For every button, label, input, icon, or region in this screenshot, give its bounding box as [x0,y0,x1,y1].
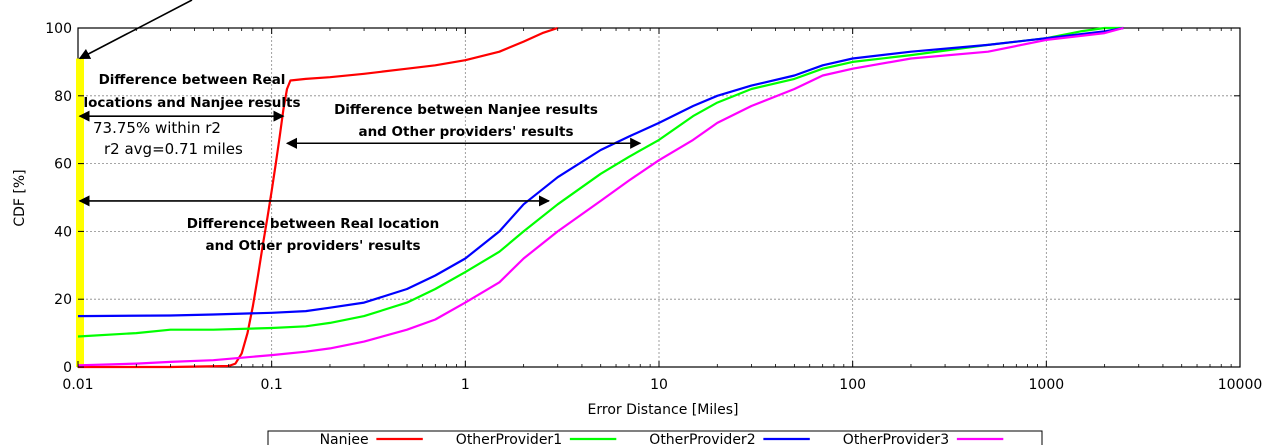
x-tick-label: 1000 [1029,377,1065,393]
x-tick-label: 10000 [1218,377,1263,393]
x-axis-title: Error Distance [Miles] [588,402,739,418]
series-line-otherprovider2 [77,26,1124,318]
annotation-within: 73.75% within r2 [93,119,221,137]
y-tick-label: 40 [54,224,72,240]
legend-box [267,430,1043,445]
series-line-otherprovider3 [77,26,1124,367]
x-tick-label: 100 [839,377,866,393]
highlight-bar [76,58,84,367]
annotation-real-other-line1: Difference between Real location [187,216,440,232]
y-tick-label: 80 [54,89,72,105]
legend-label: OtherProvider1 [456,432,562,445]
arrow-pointer-diagonal [78,0,193,60]
annotation-avg: r2 avg=0.71 miles [104,140,243,158]
y-tick-label: 0 [63,360,72,376]
annotation-layer: Difference between Real locations and Na… [78,0,642,254]
y-tick-label: 60 [54,157,72,173]
series-layer [77,26,1124,369]
x-tick-label: 10 [650,377,668,393]
annotation-real-nanjee-line1: Difference between Real [99,72,286,88]
series-line-nanjee [78,26,559,369]
annotation-nanjee-other-line2: and Other providers' results [358,124,573,140]
axis-ticks: 0.01 0.1 1 10 100 1000 10000 0 20 40 60 80 100 [45,21,1262,393]
legend: Nanjee OtherProvider1 OtherProvider2 OtherP… [267,430,1043,445]
legend-label: OtherProvider3 [843,432,949,445]
annotation-real-other-line2: and Other providers' results [205,238,420,254]
y-axis-title: CDF [%] [12,169,28,226]
annotation-real-nanjee-line2: locations and Nanjee results [83,95,300,111]
axis-titles: Error Distance [Miles] CDF [%] [12,169,738,418]
yellow-highlight-bar [76,58,84,367]
legend-label: OtherProvider2 [649,432,755,445]
series-line-otherprovider1 [77,26,1124,338]
y-tick-label: 100 [45,21,72,37]
x-tick-label: 0.1 [261,377,283,393]
y-tick-label: 20 [54,292,72,308]
annotation-nanjee-other-line1: Difference between Nanjee results [334,102,598,118]
x-tick-label: 1 [461,377,470,393]
legend-label: Nanjee [320,432,369,445]
x-tick-label: 0.01 [62,377,93,393]
